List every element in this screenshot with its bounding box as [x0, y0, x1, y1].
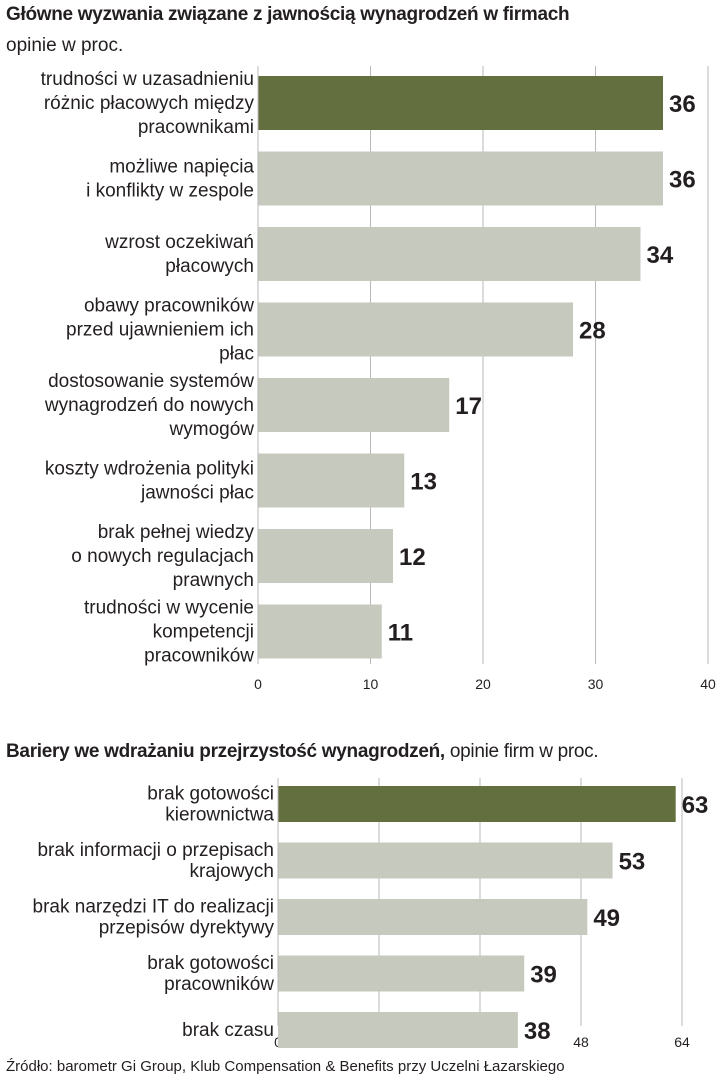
- chart1-value-label: 34: [647, 242, 674, 269]
- chart2-category-line: pracowników: [164, 974, 274, 995]
- chart2-heading: Bariery we wdrażaniu przejrzystość wynag…: [6, 741, 599, 763]
- chart1-category-line: pracowników: [144, 646, 254, 667]
- chart2-category-line: kierownictwa: [165, 805, 274, 826]
- chart1-tick-label: 0: [254, 676, 262, 692]
- chart1-value-label: 36: [669, 91, 696, 118]
- chart1-bar: [258, 227, 641, 281]
- chart2-value-label: 49: [593, 905, 620, 932]
- chart2-category-line: brak gotowości: [147, 784, 274, 805]
- chart2-category-label: brak gotowości kierownictwa: [147, 784, 274, 826]
- chart1-category-line: prawnych: [173, 570, 254, 591]
- chart2-category-label: brak gotowości pracowników: [147, 953, 274, 995]
- chart1-category-line: trudności w wycenie: [84, 598, 254, 619]
- chart1-category-line: płac: [219, 344, 254, 365]
- chart1-category-line: obawy pracowników: [84, 296, 254, 317]
- chart2-category-line: brak informacji o przepisach: [37, 840, 274, 861]
- chart1-value-label: 13: [410, 469, 437, 496]
- chart2-category-label: brak informacji o przepisach krajowych: [37, 840, 274, 882]
- chart2-tick-label: 48: [573, 1034, 589, 1050]
- chart2-category-line: brak gotowości: [147, 953, 274, 974]
- chart1-tick-label: 30: [588, 676, 604, 692]
- chart2-value-label: 38: [524, 1018, 551, 1045]
- chart1-category-label: możliwe napięcia i konflikty w zespole: [86, 157, 254, 202]
- chart2-bar: [278, 786, 676, 822]
- chart2-value-label: 53: [619, 849, 646, 876]
- chart1-category-line: brak pełnej wiedzy: [98, 522, 255, 543]
- chart1-category-line: koszty wdrożenia polityki: [45, 459, 254, 480]
- chart1-bar: [258, 529, 393, 583]
- chart1-bar: [258, 302, 573, 357]
- chart2-bar: [278, 842, 613, 879]
- chart1-bar: [258, 453, 405, 508]
- chart1-tick-label: 40: [700, 676, 716, 692]
- chart2-category-label: brak narzędzi IT do realizacji przepisów …: [33, 897, 275, 939]
- chart1-category-line: płacowych: [165, 256, 254, 277]
- chart2-bar: [278, 899, 588, 935]
- chart1-category-line: kompetencji: [153, 622, 254, 643]
- chart2-category-label: brak czasu: [182, 1020, 274, 1041]
- chart1-category-line: dostosowanie systemów: [48, 371, 254, 392]
- chart1-category-line: wzrost oczekiwań: [104, 232, 254, 253]
- chart2-bar: [278, 955, 525, 992]
- chart2-category-line: brak narzędzi IT do realizacji: [33, 897, 274, 918]
- chart1-category-label: trudności w wycenie kompetencji pracownikó…: [84, 598, 254, 667]
- chart1-title: Główne wyzwania związane z jawnością wyn…: [6, 4, 570, 25]
- chart1-category-line: trudności w uzasadnieniu: [41, 69, 254, 90]
- chart2-category-line: brak czasu: [182, 1020, 274, 1041]
- chart1-category-line: o nowych regulacjach: [71, 546, 254, 567]
- chart1-category-line: pracownikami: [138, 117, 254, 138]
- chart1-value-label: 12: [399, 544, 426, 571]
- chart2-subtitle: opinie firm w proc.: [449, 741, 599, 762]
- chart1-category-line: różnic płacowych między: [44, 93, 255, 114]
- chart2-value-label: 63: [682, 792, 709, 819]
- chart1-category-label: wzrost oczekiwań płacowych: [104, 232, 254, 277]
- chart1-bar: [258, 378, 450, 432]
- chart1-category-line: przed ujawnieniem ich: [66, 320, 254, 341]
- chart1-category-label: koszty wdrożenia polityki jawności płac: [45, 459, 254, 504]
- chart1-bar: [258, 151, 663, 206]
- chart1-bar: [258, 604, 382, 659]
- chart1-category-label: brak pełnej wiedzy o nowych regulacjach pr…: [71, 522, 254, 591]
- chart1-value-label: 11: [388, 620, 413, 647]
- chart1-category-line: wynagrodzeń do nowych: [44, 395, 254, 416]
- chart1-value-label: 17: [455, 393, 482, 420]
- chart1-category-line: wymogów: [169, 419, 255, 440]
- chart2-title: Bariery we wdrażaniu przejrzystość wynag…: [6, 741, 445, 762]
- chart1-category-line: jawności płac: [140, 483, 254, 504]
- chart1-value-label: 28: [579, 318, 606, 345]
- chart2-category-line: krajowych: [190, 861, 274, 882]
- chart1-subtitle: opinie w proc.: [6, 35, 124, 56]
- chart2-tick-label: 64: [674, 1034, 690, 1050]
- chart2-category-line: przepisów dyrektywy: [99, 918, 275, 939]
- source-note: Źródło: barometr Gi Group, Klub Compensa…: [6, 1058, 565, 1075]
- chart1-category-line: i konflikty w zespole: [86, 181, 254, 202]
- chart1-category-line: możliwe napięcia: [109, 157, 254, 178]
- chart2-value-label: 39: [530, 962, 557, 989]
- chart1-tick-label: 10: [363, 676, 379, 692]
- chart1-value-label: 36: [669, 167, 696, 194]
- chart2-bar: [278, 1012, 518, 1048]
- chart1-category-label: dostosowanie systemów wynagrodzeń do nowy…: [44, 371, 254, 440]
- chart1-category-label: trudności w uzasadnieniu różnic płacowych…: [41, 69, 255, 138]
- chart1-category-label: obawy pracowników przed ujawnieniem ich pł…: [66, 296, 254, 365]
- chart1-bar: [258, 76, 663, 130]
- chart1-tick-label: 20: [475, 676, 491, 692]
